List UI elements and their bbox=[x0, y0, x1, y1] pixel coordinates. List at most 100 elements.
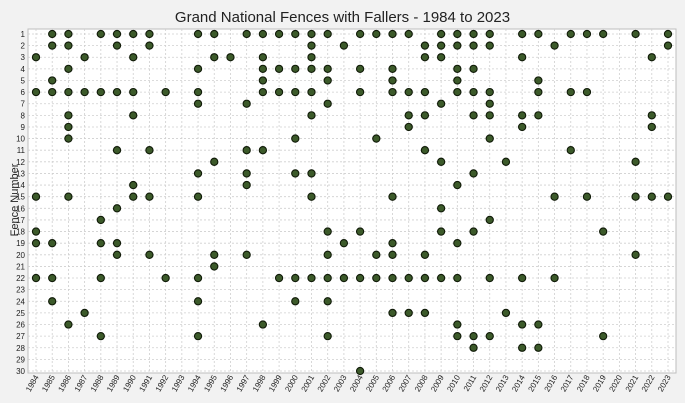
x-tick-label: 2022 bbox=[640, 373, 657, 393]
y-tick-label: 14 bbox=[16, 181, 25, 190]
y-tick-label: 13 bbox=[16, 169, 25, 178]
data-point bbox=[258, 320, 268, 329]
data-point bbox=[291, 297, 300, 306]
x-tick-label: 1984 bbox=[24, 373, 41, 393]
x-tick-label: 2017 bbox=[559, 373, 576, 393]
data-point bbox=[469, 29, 478, 39]
data-point bbox=[193, 169, 203, 178]
y-tick-label: 3 bbox=[21, 53, 26, 62]
data-point bbox=[550, 273, 559, 283]
data-point bbox=[161, 87, 170, 97]
data-point bbox=[518, 273, 527, 283]
data-point bbox=[404, 111, 413, 120]
x-tick-label: 1998 bbox=[251, 373, 268, 393]
data-point bbox=[323, 227, 332, 236]
data-point bbox=[647, 53, 656, 62]
data-point bbox=[145, 41, 154, 50]
data-point bbox=[193, 99, 203, 108]
x-tick-label: 1987 bbox=[73, 373, 90, 393]
data-point bbox=[242, 169, 251, 178]
data-point bbox=[112, 239, 122, 248]
data-point bbox=[80, 53, 89, 62]
data-point bbox=[307, 273, 316, 283]
data-point bbox=[323, 331, 332, 341]
data-point bbox=[291, 169, 300, 178]
data-point bbox=[566, 146, 575, 155]
y-tick-label: 6 bbox=[21, 88, 26, 97]
y-tick-label: 11 bbox=[17, 146, 26, 155]
data-point bbox=[355, 227, 365, 236]
data-point bbox=[210, 262, 219, 271]
data-point bbox=[485, 87, 494, 97]
data-point bbox=[436, 29, 446, 39]
data-point bbox=[64, 29, 73, 39]
data-point bbox=[631, 250, 640, 259]
data-point bbox=[453, 331, 462, 341]
data-point bbox=[145, 250, 154, 259]
data-point bbox=[550, 192, 559, 201]
data-point bbox=[323, 76, 332, 85]
data-point bbox=[485, 29, 494, 39]
data-point bbox=[388, 192, 397, 201]
data-point bbox=[372, 29, 381, 39]
data-point bbox=[485, 215, 494, 225]
data-point bbox=[193, 273, 203, 283]
data-point bbox=[631, 192, 640, 201]
data-point bbox=[388, 250, 397, 259]
data-point bbox=[64, 122, 73, 132]
x-tick-label: 1994 bbox=[186, 373, 203, 393]
data-point bbox=[355, 87, 365, 97]
y-tick-label: 25 bbox=[16, 309, 25, 318]
y-tick-label: 16 bbox=[16, 204, 25, 213]
x-tick-label: 1985 bbox=[40, 373, 57, 393]
data-point bbox=[518, 320, 527, 329]
data-point bbox=[404, 273, 413, 283]
data-point bbox=[193, 331, 203, 341]
data-point bbox=[145, 29, 154, 39]
data-point bbox=[469, 64, 478, 74]
data-point bbox=[48, 76, 57, 85]
y-ticks: 1234567891011121314151617181920212223242… bbox=[16, 30, 25, 376]
y-tick-label: 10 bbox=[16, 135, 25, 144]
data-point bbox=[64, 87, 73, 97]
data-point bbox=[453, 29, 462, 39]
data-point bbox=[436, 227, 446, 236]
x-tick-label: 2003 bbox=[332, 373, 349, 393]
data-point bbox=[323, 64, 332, 74]
data-point bbox=[96, 331, 105, 341]
y-tick-label: 28 bbox=[16, 344, 25, 353]
x-tick-label: 1989 bbox=[105, 373, 122, 393]
data-point bbox=[193, 29, 203, 39]
data-point bbox=[355, 273, 365, 283]
data-point bbox=[258, 29, 268, 39]
data-point bbox=[404, 122, 413, 132]
data-point bbox=[210, 29, 219, 39]
data-point bbox=[48, 273, 57, 283]
data-point bbox=[307, 169, 316, 178]
data-point bbox=[518, 53, 527, 62]
data-point bbox=[323, 273, 332, 283]
x-tick-label: 1997 bbox=[235, 373, 252, 393]
data-point bbox=[469, 169, 478, 178]
x-tick-label: 2016 bbox=[543, 373, 560, 393]
data-point bbox=[388, 273, 397, 283]
x-tick-label: 2014 bbox=[510, 373, 527, 393]
y-tick-label: 27 bbox=[16, 332, 25, 341]
data-point bbox=[518, 29, 527, 39]
data-points bbox=[31, 29, 673, 376]
x-tick-label: 1986 bbox=[56, 373, 73, 393]
data-point bbox=[242, 250, 251, 259]
x-tick-label: 2001 bbox=[300, 373, 317, 393]
data-point bbox=[453, 76, 462, 85]
data-point bbox=[258, 53, 268, 62]
data-point bbox=[501, 157, 511, 166]
data-point bbox=[323, 29, 332, 39]
data-point bbox=[48, 41, 57, 50]
data-point bbox=[96, 87, 105, 97]
data-point bbox=[436, 204, 446, 213]
y-tick-label: 21 bbox=[16, 262, 25, 271]
y-tick-label: 19 bbox=[16, 239, 25, 248]
data-point bbox=[534, 29, 543, 39]
x-tick-label: 2000 bbox=[283, 373, 300, 393]
data-point bbox=[48, 29, 57, 39]
